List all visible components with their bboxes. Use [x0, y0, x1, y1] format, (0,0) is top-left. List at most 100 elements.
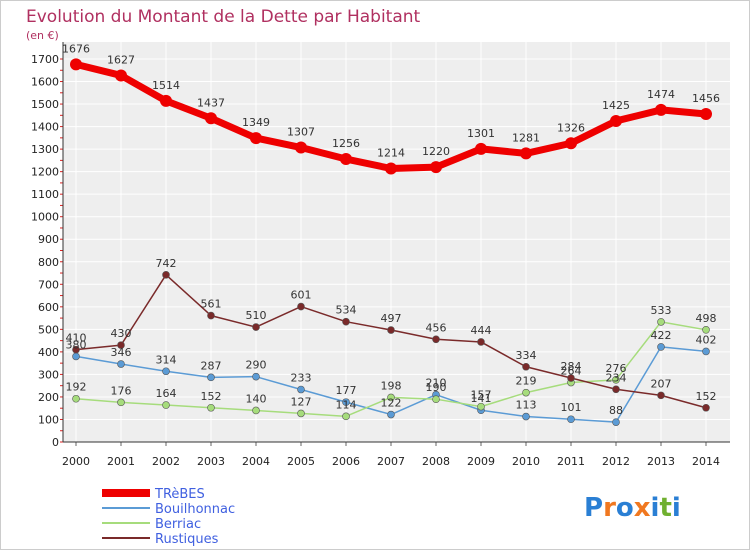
data-point-0 — [70, 58, 82, 71]
y-tick-label: 1400 — [31, 121, 59, 134]
data-point-1 — [252, 372, 260, 381]
data-label-2: 127 — [291, 395, 312, 408]
y-tick-label: 1600 — [31, 76, 59, 89]
data-point-2 — [342, 412, 350, 421]
data-label-3: 207 — [651, 377, 672, 390]
data-label-1: 88 — [609, 404, 623, 417]
data-label-3: 410 — [66, 332, 87, 345]
data-point-2 — [162, 401, 170, 409]
data-label-0: 1456 — [692, 92, 720, 105]
x-tick-label: 2013 — [647, 455, 675, 468]
data-point-3 — [522, 362, 530, 371]
data-label-0: 1301 — [467, 127, 495, 140]
data-point-3 — [477, 338, 485, 346]
data-label-2: 140 — [246, 392, 267, 405]
data-point-0 — [610, 114, 622, 127]
data-label-3: 561 — [201, 298, 222, 311]
data-label-1: 290 — [246, 359, 267, 372]
data-label-0: 1220 — [422, 145, 450, 158]
logo-text: Proxiti — [584, 493, 681, 523]
data-label-0: 1214 — [377, 146, 405, 159]
data-point-2 — [387, 393, 395, 402]
data-label-1: 233 — [291, 372, 312, 385]
x-tick-label: 2011 — [557, 455, 585, 468]
y-tick-label: 900 — [38, 233, 59, 246]
data-label-2: 114 — [336, 398, 357, 411]
y-tick-label: 500 — [38, 323, 59, 336]
y-tick-label: 1000 — [31, 211, 59, 224]
data-label-2: 533 — [651, 304, 672, 317]
data-point-3 — [252, 323, 260, 331]
data-point-0 — [295, 141, 307, 154]
x-tick-label: 2008 — [422, 455, 450, 468]
data-label-1: 314 — [156, 353, 177, 366]
data-label-0: 1676 — [62, 42, 90, 55]
data-point-3 — [387, 326, 395, 334]
data-label-3: 444 — [471, 324, 492, 337]
data-point-2 — [117, 398, 125, 407]
data-point-3 — [72, 345, 80, 354]
data-point-0 — [520, 147, 532, 160]
data-point-3 — [657, 391, 665, 400]
data-point-2 — [72, 394, 80, 403]
data-point-3 — [207, 311, 215, 320]
data-label-0: 1474 — [647, 88, 675, 101]
logo-letter: t — [659, 493, 671, 523]
proxiti-logo: Proxiti — [584, 493, 681, 523]
data-label-1: 346 — [111, 346, 132, 359]
data-point-2 — [657, 318, 665, 326]
plot-area: 0 100 200 300 400 500 600 700 800 900 1000 1100 1200… — [31, 42, 730, 468]
data-point-3 — [162, 271, 170, 279]
data-label-0: 1437 — [197, 96, 225, 109]
data-point-0 — [385, 162, 397, 175]
y-tick-label: 600 — [38, 301, 59, 314]
y-tick-label: 100 — [38, 413, 59, 426]
data-label-0: 1307 — [287, 126, 315, 139]
data-point-3 — [567, 374, 575, 382]
data-point-1 — [567, 415, 575, 424]
data-point-0 — [700, 107, 712, 120]
x-tick-label: 2005 — [287, 455, 315, 468]
data-label-1: 177 — [336, 384, 357, 397]
data-point-1 — [207, 373, 215, 382]
data-point-0 — [250, 132, 262, 145]
data-point-0 — [565, 137, 577, 150]
data-point-0 — [475, 142, 487, 155]
data-label-1: 380 — [66, 338, 87, 351]
data-label-3: 510 — [246, 309, 267, 322]
data-label-0: 1256 — [332, 137, 360, 150]
data-label-3: 430 — [111, 327, 132, 340]
data-label-0: 1627 — [107, 53, 135, 66]
x-tick-label: 2007 — [377, 455, 405, 468]
data-point-1 — [702, 347, 710, 356]
y-tick-label: 300 — [38, 368, 59, 381]
legend-entry-0: TRèBES — [154, 487, 205, 502]
data-point-3 — [702, 403, 710, 412]
data-label-2: 176 — [111, 384, 132, 397]
legend-entry-2: Berriac — [155, 517, 201, 532]
data-point-2 — [297, 409, 305, 418]
logo-letter: i — [651, 493, 660, 523]
y-tick-label: 800 — [38, 256, 59, 269]
y-tick-label: 700 — [38, 278, 59, 291]
x-tick-label: 2006 — [332, 455, 360, 468]
data-point-0 — [205, 112, 217, 125]
data-label-0: 1514 — [152, 79, 180, 92]
data-label-2: 164 — [156, 387, 177, 400]
data-label-0: 1425 — [602, 99, 630, 112]
data-point-2 — [207, 403, 215, 412]
logo-letter: r — [603, 493, 616, 523]
data-label-2: 192 — [66, 381, 87, 394]
data-label-2: 498 — [696, 312, 717, 325]
data-label-3: 334 — [516, 349, 537, 362]
data-point-3 — [432, 335, 440, 344]
y-tick-label: 1300 — [31, 143, 59, 156]
data-point-1 — [117, 360, 125, 368]
data-point-2 — [252, 406, 260, 415]
data-label-3: 497 — [381, 312, 402, 325]
y-tick-label: 1700 — [31, 53, 59, 66]
data-label-0: 1349 — [242, 116, 270, 129]
data-point-0 — [430, 161, 442, 174]
